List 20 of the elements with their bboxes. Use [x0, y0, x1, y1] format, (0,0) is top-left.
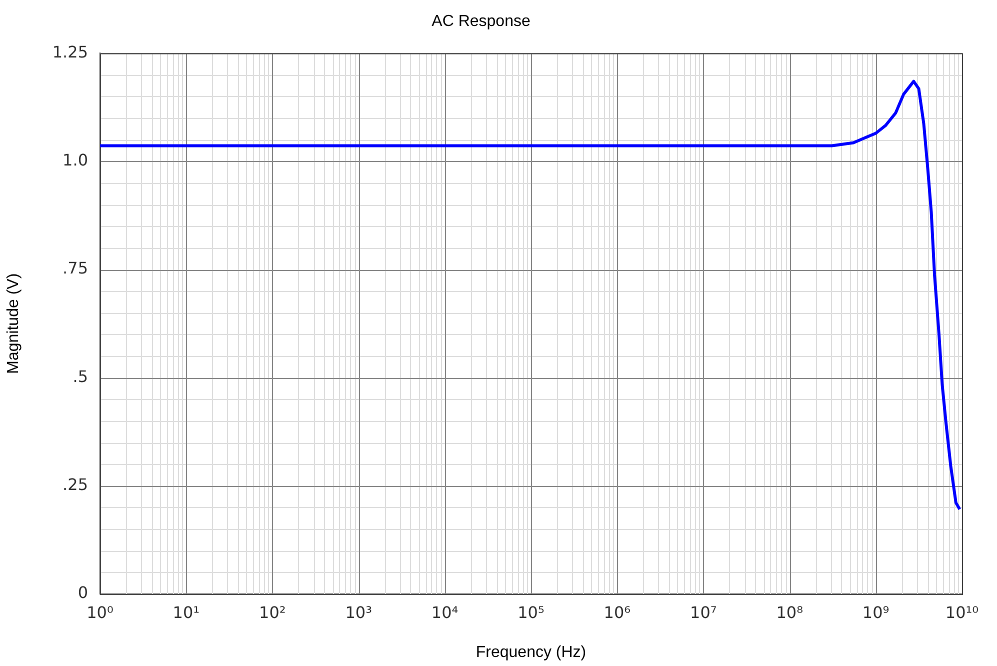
x-tick-label: 10³: [345, 602, 372, 622]
chart-title: AC Response: [432, 13, 530, 30]
x-tick-label: 10¹: [172, 602, 200, 622]
y-tick-label: 1.25: [52, 42, 88, 62]
y-tick-label: .25: [62, 474, 88, 494]
x-tick-label: 10⁹: [862, 602, 890, 622]
y-tick-label: .75: [62, 258, 88, 278]
x-tick-label: 10⁸: [776, 602, 803, 622]
y-axis-title: Magnitude (V): [5, 273, 22, 374]
x-tick-label: 10⁷: [690, 602, 717, 622]
y-tick-label: 1.0: [62, 150, 88, 170]
x-tick-label: 10⁵: [518, 602, 544, 622]
y-tick-label: .5: [72, 366, 88, 386]
x-axis-title: Frequency (Hz): [476, 644, 586, 661]
x-tick-label: 10⁰: [86, 602, 114, 622]
x-tick-label: 10²: [259, 602, 286, 622]
x-tick-label: 10⁶: [604, 602, 631, 622]
x-tick-label: 10¹⁰: [945, 602, 979, 622]
y-tick-label: 0: [78, 583, 88, 602]
x-tick-label: 10⁴: [431, 602, 458, 622]
